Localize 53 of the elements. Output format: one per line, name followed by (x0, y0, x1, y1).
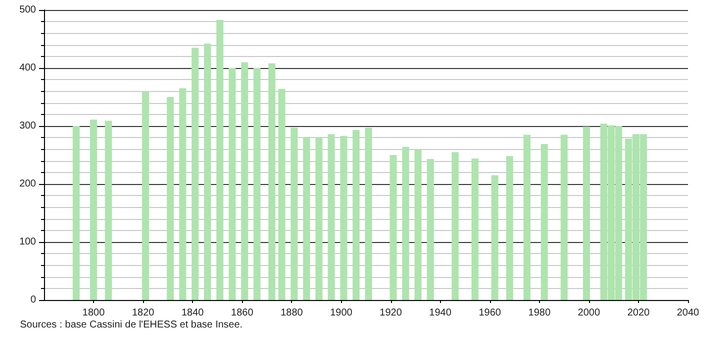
bar (340, 136, 348, 300)
bar (179, 88, 186, 300)
bar (402, 146, 410, 300)
bar (364, 128, 372, 300)
bar (560, 134, 568, 300)
bar (204, 44, 211, 300)
bar (290, 128, 298, 300)
y-tick-label: 0 (30, 294, 36, 306)
x-tick-label: 1980 (528, 308, 551, 318)
bar (228, 68, 236, 300)
x-tick-label: 1880 (280, 308, 304, 318)
x-tick-label: 2020 (627, 308, 650, 318)
x-tick-label: 1840 (181, 308, 204, 318)
bar (72, 126, 80, 300)
bar (328, 134, 335, 300)
bar (142, 91, 150, 300)
bar (491, 175, 498, 300)
y-tick-label: 500 (19, 4, 36, 16)
bar (90, 120, 98, 300)
bar (414, 150, 422, 300)
bar (506, 156, 514, 300)
bar (540, 144, 548, 300)
y-tick-label: 200 (19, 178, 36, 190)
bar (452, 152, 459, 300)
bar (268, 63, 276, 300)
bar (471, 158, 478, 300)
x-tick-label: 1960 (478, 308, 502, 318)
bar (303, 137, 310, 300)
bar (192, 48, 199, 300)
x-tick-label: 1800 (82, 308, 106, 318)
bar (166, 97, 174, 300)
x-tick-label: 1860 (231, 308, 254, 318)
y-tick-label: 400 (19, 62, 36, 74)
bar (390, 155, 397, 300)
x-tick-label: 1900 (330, 308, 353, 318)
bar (524, 134, 530, 300)
x-tick-label: 2040 (676, 308, 700, 318)
y-tick-label: 300 (19, 120, 36, 132)
x-tick-label: 1820 (132, 308, 155, 318)
bar (582, 126, 590, 300)
bar (241, 62, 248, 300)
y-tick-label: 100 (19, 236, 36, 248)
bar (216, 20, 224, 300)
bar (426, 159, 434, 300)
bar (278, 88, 286, 300)
bar (315, 137, 322, 300)
bar (352, 130, 360, 300)
x-tick-label: 1940 (429, 308, 452, 318)
bar (254, 68, 261, 300)
source-note: Sources : base Cassini de l'EHESS et base Insee. (20, 320, 243, 330)
x-tick-label: 2000 (578, 308, 600, 318)
bar (104, 120, 112, 300)
x-tick-label: 1920 (380, 308, 402, 318)
